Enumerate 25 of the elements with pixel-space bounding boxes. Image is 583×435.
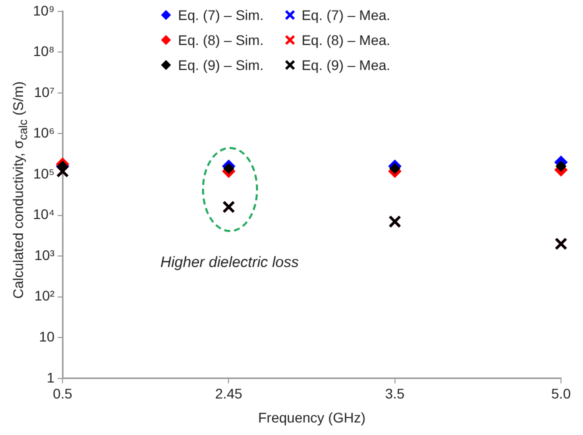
y-tick-label: 1 (46, 369, 55, 386)
point (556, 160, 566, 172)
legend-label: Eq. (7) – Sim. (178, 6, 264, 22)
x-tick-label: 5.0 (551, 386, 571, 402)
legend-label: Eq. (8) – Sim. (178, 32, 264, 48)
y-tick-label: 10 (39, 328, 55, 344)
y-tick-label: 10⁴ (32, 206, 55, 222)
x-axis-title: Frequency (GHz) (258, 409, 366, 426)
legend-label: Eq. (7) – Mea. (302, 6, 390, 22)
legend-label: Eq. (8) – Mea. (302, 32, 390, 48)
point (390, 163, 400, 174)
y-tick-label: 10⁸ (33, 43, 55, 60)
point (223, 163, 234, 174)
y-tick-label: 10⁷ (34, 84, 55, 100)
legend-label: Eq. (9) – Mea. (302, 56, 390, 72)
x-tick-label: 2.45 (215, 386, 243, 402)
y-tick-label: 10³ (34, 246, 55, 263)
y-tick-label: 10⁹ (33, 2, 55, 18)
annotation: Higher dielectric loss (160, 254, 300, 271)
x-tick-label: 3.5 (385, 386, 405, 402)
y-tick-label: 10² (34, 288, 55, 304)
x-tick-label: 0.5 (52, 386, 73, 402)
y-tick-label: 10⁵ (33, 165, 55, 182)
y-tick-label: 10⁶ (33, 124, 55, 141)
legend-label: Eq. (9) – Sim. (178, 56, 264, 72)
